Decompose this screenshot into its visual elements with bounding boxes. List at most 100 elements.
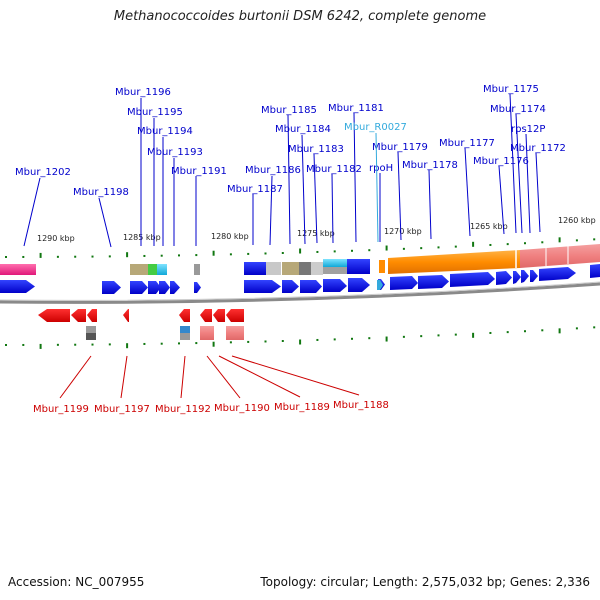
- cog-block: [299, 262, 311, 275]
- rna-gene-labels: Mbur_R0027: [344, 122, 407, 243]
- gene-arrow: [130, 281, 148, 294]
- gene-arrow: [496, 271, 512, 285]
- gene-label: Mbur_1174: [490, 104, 546, 115]
- cog-block: [86, 333, 96, 340]
- gene-arrow: [513, 271, 521, 284]
- gene-label: Mbur_R0027: [344, 122, 407, 133]
- gene-label: Mbur_1189: [274, 402, 330, 413]
- reverse-strand: [38, 309, 244, 322]
- gene-label: Mbur_1186: [245, 165, 301, 176]
- cog-block: [180, 326, 190, 333]
- gene-arrow: [194, 282, 201, 293]
- cog-block: [266, 262, 281, 275]
- gene-label: Mbur_1179: [372, 142, 428, 153]
- gene-label: Mbur_1181: [328, 103, 384, 114]
- cog-block: [0, 264, 36, 275]
- scale-label: 1260 kbp: [558, 216, 596, 225]
- genome-title: Methanococcoides burtonii DSM 6242, comp…: [113, 9, 487, 24]
- cog-block: [180, 333, 190, 340]
- gene-label: Mbur_1185: [261, 105, 317, 116]
- genome-summary: Topology: circular; Length: 2,575,032 bp…: [260, 575, 590, 589]
- cog-block: [323, 267, 347, 274]
- gene-label: rps12P: [511, 124, 545, 135]
- gene-label: Mbur_1202: [15, 167, 71, 178]
- scale-label: 1270 kbp: [384, 227, 422, 236]
- gene-label: Mbur_1197: [94, 404, 150, 415]
- cog-block: [388, 250, 520, 274]
- cog-block: [130, 264, 148, 275]
- forward-gene-labels: Mbur_1202 Mbur_1198 Mbur_1196 Mbur_1195 …: [15, 84, 566, 248]
- gene-label: Mbur_1194: [137, 126, 193, 137]
- gene-arrow: [521, 270, 529, 283]
- cog-block: [86, 326, 96, 333]
- cog-block: [282, 262, 299, 275]
- gene-arrow: [148, 281, 161, 294]
- gene-arrow: [450, 272, 495, 287]
- cog-band-bottom: [86, 326, 244, 340]
- gene-label: Mbur_1184: [275, 124, 331, 135]
- cog-block: [194, 264, 200, 275]
- gene-label: Mbur_1187: [227, 184, 283, 195]
- cog-block: [244, 262, 266, 275]
- cog-block: [311, 262, 323, 275]
- gene-arrow: [226, 309, 244, 322]
- scale-labels: 1290 kbp 1285 kbp 1280 kbp 1275 kbp 1270…: [37, 216, 596, 243]
- scale-label: 1290 kbp: [37, 234, 75, 243]
- scale-ticks-bottom: [5, 326, 596, 349]
- gene-arrow: [179, 309, 190, 322]
- gene-arrow: [87, 309, 97, 322]
- gene-arrow: [530, 270, 538, 282]
- gene-arrow: [590, 264, 600, 278]
- gene-label: Mbur_1178: [402, 160, 458, 171]
- scale-label: 1265 kbp: [470, 222, 508, 231]
- gene-label: Mbur_1183: [288, 144, 344, 155]
- gene-label: Mbur_1195: [127, 107, 183, 118]
- forward-strand: [0, 264, 600, 294]
- gene-arrow: [282, 280, 299, 293]
- scale-ticks-top: [5, 237, 596, 258]
- cog-block: [148, 264, 157, 275]
- cog-band-top: [0, 244, 600, 275]
- gene-arrow: [348, 278, 370, 292]
- scale-label: 1280 kbp: [211, 232, 249, 241]
- scale-label: 1275 kbp: [297, 229, 335, 238]
- gene-arrow: [390, 276, 418, 290]
- gene-arrow: [123, 309, 129, 322]
- gene-label: Mbur_1199: [33, 404, 89, 415]
- gene-label: Mbur_1177: [439, 138, 495, 149]
- gene-label: Mbur_1192: [155, 404, 211, 415]
- cog-block: [323, 259, 347, 267]
- gene-arrow: [38, 309, 70, 322]
- cog-block: [226, 326, 244, 340]
- gene-arrow: [102, 281, 121, 294]
- gene-label: Mbur_1193: [147, 147, 203, 158]
- reverse-gene-labels: Mbur_1199 Mbur_1197 Mbur_1192 Mbur_1190 …: [33, 355, 389, 415]
- gene-label: Mbur_1182: [306, 164, 362, 175]
- cog-block: [157, 264, 167, 275]
- cog-block: [347, 259, 370, 274]
- gene-arrow: [323, 279, 347, 292]
- gene-arrow: [0, 280, 35, 293]
- gene-arrow: [71, 309, 86, 322]
- gene-label: Mbur_1198: [73, 187, 129, 198]
- gene-label: Mbur_1190: [214, 403, 270, 414]
- gene-label: Mbur_1175: [483, 84, 539, 95]
- rna-gene-arrow: [377, 280, 383, 290]
- gene-arrow: [159, 281, 170, 294]
- gene-label: Mbur_1191: [171, 166, 227, 177]
- cog-block: [379, 260, 385, 273]
- gene-label: Mbur_1172: [510, 143, 566, 154]
- gene-arrow: [244, 280, 281, 293]
- cog-block: [200, 326, 214, 340]
- gene-arrow: [213, 309, 225, 322]
- scale-label: 1285 kbp: [123, 233, 161, 242]
- gene-arrow: [170, 281, 180, 294]
- accession-label: Accession: NC_007955: [8, 575, 145, 589]
- gene-label: Mbur_1188: [333, 400, 389, 411]
- gene-arrow: [300, 280, 322, 293]
- gene-label: Mbur_1196: [115, 87, 171, 98]
- cog-block: [520, 244, 600, 268]
- gene-label: Mbur_1176: [473, 156, 529, 167]
- gene-label: rpoH: [369, 163, 393, 174]
